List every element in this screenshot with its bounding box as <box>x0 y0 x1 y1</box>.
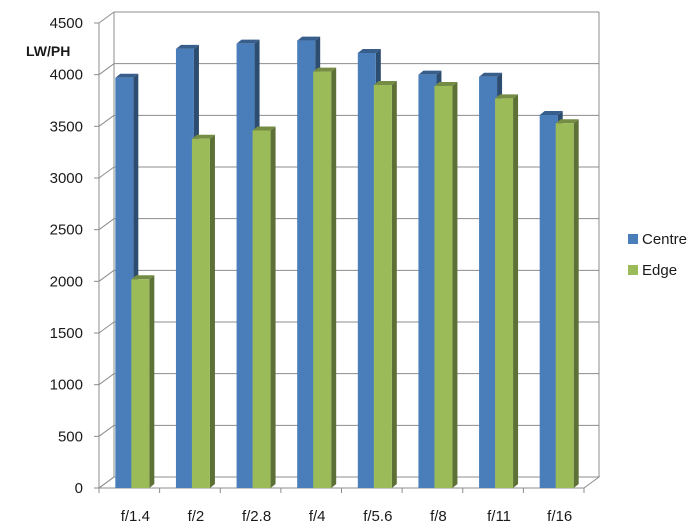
gridline-side <box>98 476 115 489</box>
bar-front-face <box>555 123 574 488</box>
legend-label-centre: Centre <box>642 231 687 248</box>
bar-top-face <box>373 81 397 85</box>
bar-top-face <box>357 48 381 53</box>
x-tick-label: f/5.6 <box>363 508 392 525</box>
bar-top-face <box>434 82 458 87</box>
gridline-side <box>98 166 115 179</box>
y-tick-label: 2500 <box>50 222 83 239</box>
y-axis-title: LW/PH <box>26 43 70 59</box>
y-tick-label: 3500 <box>50 118 83 135</box>
bar-top-face <box>495 94 519 99</box>
bar-front-face <box>539 114 558 488</box>
gridline-side <box>98 269 115 282</box>
bar-top-face <box>297 36 321 41</box>
bar-edge-f/5.6 <box>373 81 397 488</box>
x-tick-label: f/4 <box>309 508 326 525</box>
gridline-side <box>98 63 115 76</box>
x-tick-label: f/16 <box>547 508 572 525</box>
bar-front-face <box>297 40 316 489</box>
bar-front-face <box>191 138 210 488</box>
gridlines <box>98 11 599 489</box>
bar-edge-f/2 <box>191 134 215 488</box>
bar-edge-f/16 <box>555 119 579 488</box>
bar-front-face <box>434 86 453 489</box>
bar-top-face <box>539 110 563 115</box>
y-axis: 0 500 1000 1500 2000 2500 3000 3500 4000 4500 <box>50 15 99 497</box>
bar-top-face <box>418 70 442 75</box>
y-tick-label: 4500 <box>50 15 83 32</box>
gridline-side <box>98 11 115 24</box>
x-tick-label: f/2.8 <box>242 508 271 525</box>
y-tick-label: 2000 <box>50 273 83 290</box>
bar-top-face <box>175 44 199 49</box>
bar-edge-f/1.4 <box>131 275 155 488</box>
y-tick-label: 4000 <box>50 67 83 84</box>
gridline-side <box>98 321 115 334</box>
bar-front-face <box>479 76 498 488</box>
bar-front-face <box>236 43 255 489</box>
bar-front-face <box>418 74 437 489</box>
bar-top-face <box>236 39 260 44</box>
bar-top-face <box>252 126 276 131</box>
x-tick-label: f/8 <box>430 508 447 525</box>
bar-side-face <box>573 119 579 488</box>
bar-front-face <box>115 77 134 489</box>
bar-front-face <box>357 52 376 488</box>
bar-side-face <box>452 82 458 489</box>
y-tick-label: 500 <box>58 428 83 445</box>
x-tick-label: f/2 <box>188 508 205 525</box>
chart-floor <box>97 476 601 489</box>
bar-side-face <box>149 275 155 488</box>
bar-side-face <box>391 81 397 488</box>
bar-top-face <box>131 275 155 280</box>
y-tick-label: 0 <box>75 480 83 497</box>
bar-top-face <box>479 72 503 77</box>
bar-front-face <box>252 130 271 488</box>
bar-front-face <box>495 98 514 488</box>
bar-top-face <box>313 67 337 72</box>
gridline-side <box>98 373 115 386</box>
chart-walls <box>97 12 601 489</box>
bar-front-face <box>373 85 392 488</box>
x-tick-label: f/1.4 <box>121 508 150 525</box>
gridline-side <box>98 114 115 127</box>
legend-swatch-edge <box>628 265 638 275</box>
bar-edge-f/2.8 <box>252 126 276 488</box>
x-axis: f/1.4 f/2 f/2.8 f/4 f/5.6 f/8 f/11 f/16 <box>98 488 585 525</box>
legend-swatch-centre <box>628 234 638 244</box>
bar-side-face <box>513 94 519 488</box>
x-tick-label: f/11 <box>487 508 511 525</box>
y-tick-label: 1500 <box>50 325 83 342</box>
bar-top-face <box>555 119 579 124</box>
bar-front-face <box>131 279 150 488</box>
bars <box>115 36 579 489</box>
legend-label-edge: Edge <box>642 262 677 279</box>
gridline-side <box>98 218 115 231</box>
bar-front-face <box>313 71 332 489</box>
bar-side-face <box>209 134 215 488</box>
bar-edge-f/11 <box>495 94 519 488</box>
bar-side-face <box>270 126 276 488</box>
bar-side-face <box>331 67 337 489</box>
bar-edge-f/8 <box>434 82 458 489</box>
bar-edge-f/4 <box>313 67 337 489</box>
bar-top-face <box>191 134 215 139</box>
y-tick-label: 1000 <box>50 377 83 394</box>
legend: Centre Edge <box>628 231 687 279</box>
y-tick-label: 3000 <box>50 170 83 187</box>
bar-front-face <box>175 48 194 488</box>
bar-top-face <box>115 73 139 78</box>
gridline-side <box>98 424 115 437</box>
